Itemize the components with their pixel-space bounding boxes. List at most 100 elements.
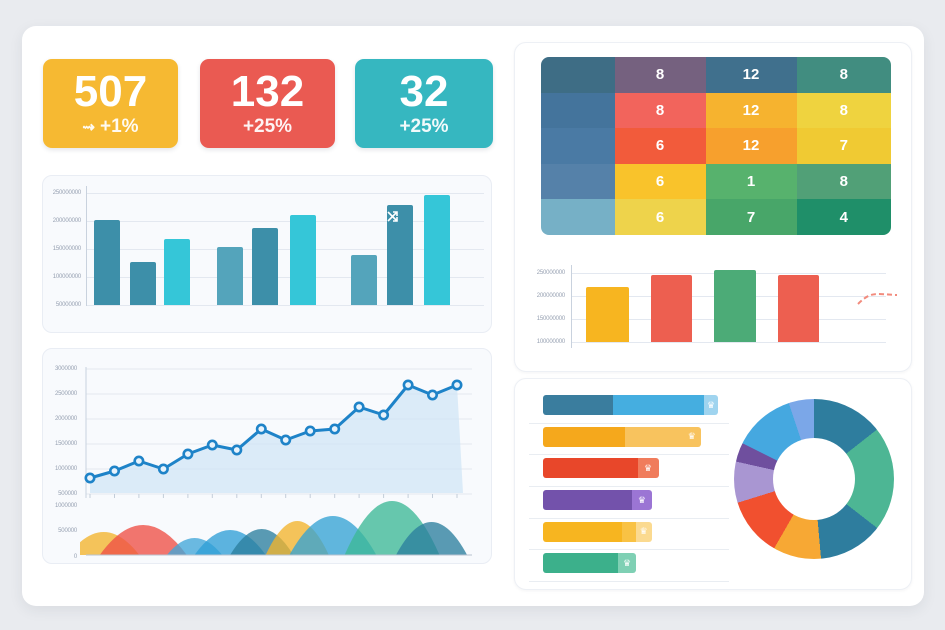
gridline — [86, 193, 484, 194]
data-point — [157, 463, 169, 475]
wave-bump — [396, 522, 468, 555]
bar — [778, 275, 819, 342]
curved-arrow-icon: ⇝ — [82, 118, 95, 136]
heatmap-cell: 6 — [614, 128, 706, 164]
bar — [130, 262, 156, 305]
grouped-bar-chart-card: 250000000 200000000 150000000 100000000 5000… — [42, 175, 492, 333]
progress-bar-track: ♛ — [543, 490, 729, 511]
kpi-delta: +25% — [399, 116, 448, 138]
heatmap-cell: 8 — [796, 163, 891, 200]
trend-line-plot — [84, 367, 472, 498]
bar — [290, 215, 316, 305]
bar — [651, 275, 692, 342]
kpi-delta-text: +25% — [399, 115, 449, 137]
trend-chart-card: 3000000 2500000 2000000 1500000 1000000 50000… — [42, 348, 492, 564]
wave-area-plot — [80, 501, 472, 556]
heatmap-cell: 12 — [705, 128, 797, 164]
gridline — [571, 342, 886, 343]
progress-bar-row: ♛ — [529, 553, 729, 583]
crown-icon: ♛ — [687, 431, 696, 442]
bar — [351, 255, 377, 305]
data-point — [426, 389, 438, 401]
progress-bar-row: ♛ — [529, 490, 729, 519]
heatmap-cell: 12 — [705, 57, 797, 93]
bar — [164, 239, 190, 305]
kpi-value: 132 — [230, 67, 305, 117]
axis-tick-label: 250000000 — [52, 190, 81, 196]
progress-bar-track: ♛ — [543, 395, 729, 415]
heatmap-row-label — [541, 199, 615, 235]
heatmap-cell: 1 — [705, 163, 797, 200]
progress-bar-track: ♛ — [543, 458, 729, 479]
axis-tick-label: 1000000 — [55, 503, 77, 509]
progress-donut-panel: ♛ ♛ ♛ ♛ ♛ ♛ — [514, 378, 912, 590]
heatmap-panel: 8 12 8 8 12 8 6 12 7 6 1 8 6 7 4 250000000 200000000 150… — [514, 42, 912, 372]
axis-tick-label: 200000000 — [52, 218, 81, 224]
axis-tick-label: 2500000 — [55, 391, 77, 397]
data-point — [84, 472, 96, 484]
bar-cap: ♛ — [683, 426, 701, 447]
bar-segment — [543, 395, 613, 415]
y-axis-line — [571, 265, 572, 348]
kpi-card-1[interactable]: 507 ⇝ +1% — [43, 59, 178, 148]
bar-segment — [621, 521, 636, 542]
data-point — [255, 423, 267, 435]
heatmap-row-label — [541, 57, 615, 93]
kpi-delta-text: +25% — [242, 115, 293, 137]
crown-icon: ♛ — [622, 557, 632, 568]
kpi-delta: ⇝ +1% — [82, 116, 138, 138]
progress-bar-track: ♛ — [543, 553, 729, 574]
bar-segment — [625, 426, 683, 447]
axis-tick-label: 500000 — [58, 491, 77, 497]
axis-tick-label: 100000000 — [52, 274, 81, 280]
kpi-card-3[interactable]: 32 +25% — [355, 59, 493, 148]
progress-bar-track: ♛ — [543, 426, 729, 447]
bar — [586, 287, 629, 342]
data-point — [353, 401, 365, 413]
crossed-arrows-icon — [387, 211, 398, 222]
axis-tick-label: 1500000 — [55, 441, 77, 447]
axis-tick-label: 3000000 — [55, 366, 77, 372]
gridline — [86, 249, 484, 250]
data-point — [280, 434, 292, 446]
axis-tick-label: 150000000 — [536, 316, 565, 322]
progress-bars: ♛ ♛ ♛ ♛ ♛ ♛ — [529, 392, 729, 583]
kpi-delta: +25% — [243, 116, 292, 138]
donut-hole — [773, 438, 855, 520]
progress-bar-row: ♛ — [529, 458, 729, 488]
crown-icon: ♛ — [643, 462, 653, 473]
heatmap-cell: 7 — [705, 199, 797, 235]
axis-tick-label: 100000000 — [536, 339, 565, 345]
heatmap-row: 8 12 8 — [541, 92, 891, 129]
axis-tick-label: 150000000 — [52, 246, 81, 252]
heatmap-cell: 4 — [796, 199, 891, 235]
crown-icon: ♛ — [637, 494, 646, 505]
data-point — [378, 409, 390, 421]
data-point — [402, 379, 414, 391]
heatmap-cell: 8 — [614, 92, 706, 129]
bar — [252, 228, 278, 305]
bar-cap: ♛ — [637, 458, 659, 479]
bar-cap: ♛ — [618, 553, 636, 574]
data-point — [182, 448, 194, 460]
progress-bar-track: ♛ — [543, 521, 729, 542]
kpi-card-2[interactable]: 132 +25% — [200, 59, 335, 148]
area-fill — [90, 385, 463, 493]
bar-segment — [543, 521, 622, 542]
bar-segment — [543, 426, 626, 447]
heatmap-row: 6 12 7 — [541, 128, 891, 164]
bar-segment — [613, 395, 704, 415]
kpi-value: 32 — [399, 67, 449, 117]
crown-icon: ♛ — [706, 399, 716, 410]
bar-cap: ♛ — [632, 490, 652, 511]
bar — [387, 205, 413, 305]
progress-bar-row: ♛ — [529, 426, 729, 456]
bar — [217, 247, 243, 305]
crown-icon: ♛ — [639, 526, 648, 537]
axis-tick-label: 0 — [73, 554, 77, 560]
gridline — [86, 221, 484, 222]
kpi-delta-text: +1% — [100, 115, 139, 137]
bar — [714, 270, 756, 342]
